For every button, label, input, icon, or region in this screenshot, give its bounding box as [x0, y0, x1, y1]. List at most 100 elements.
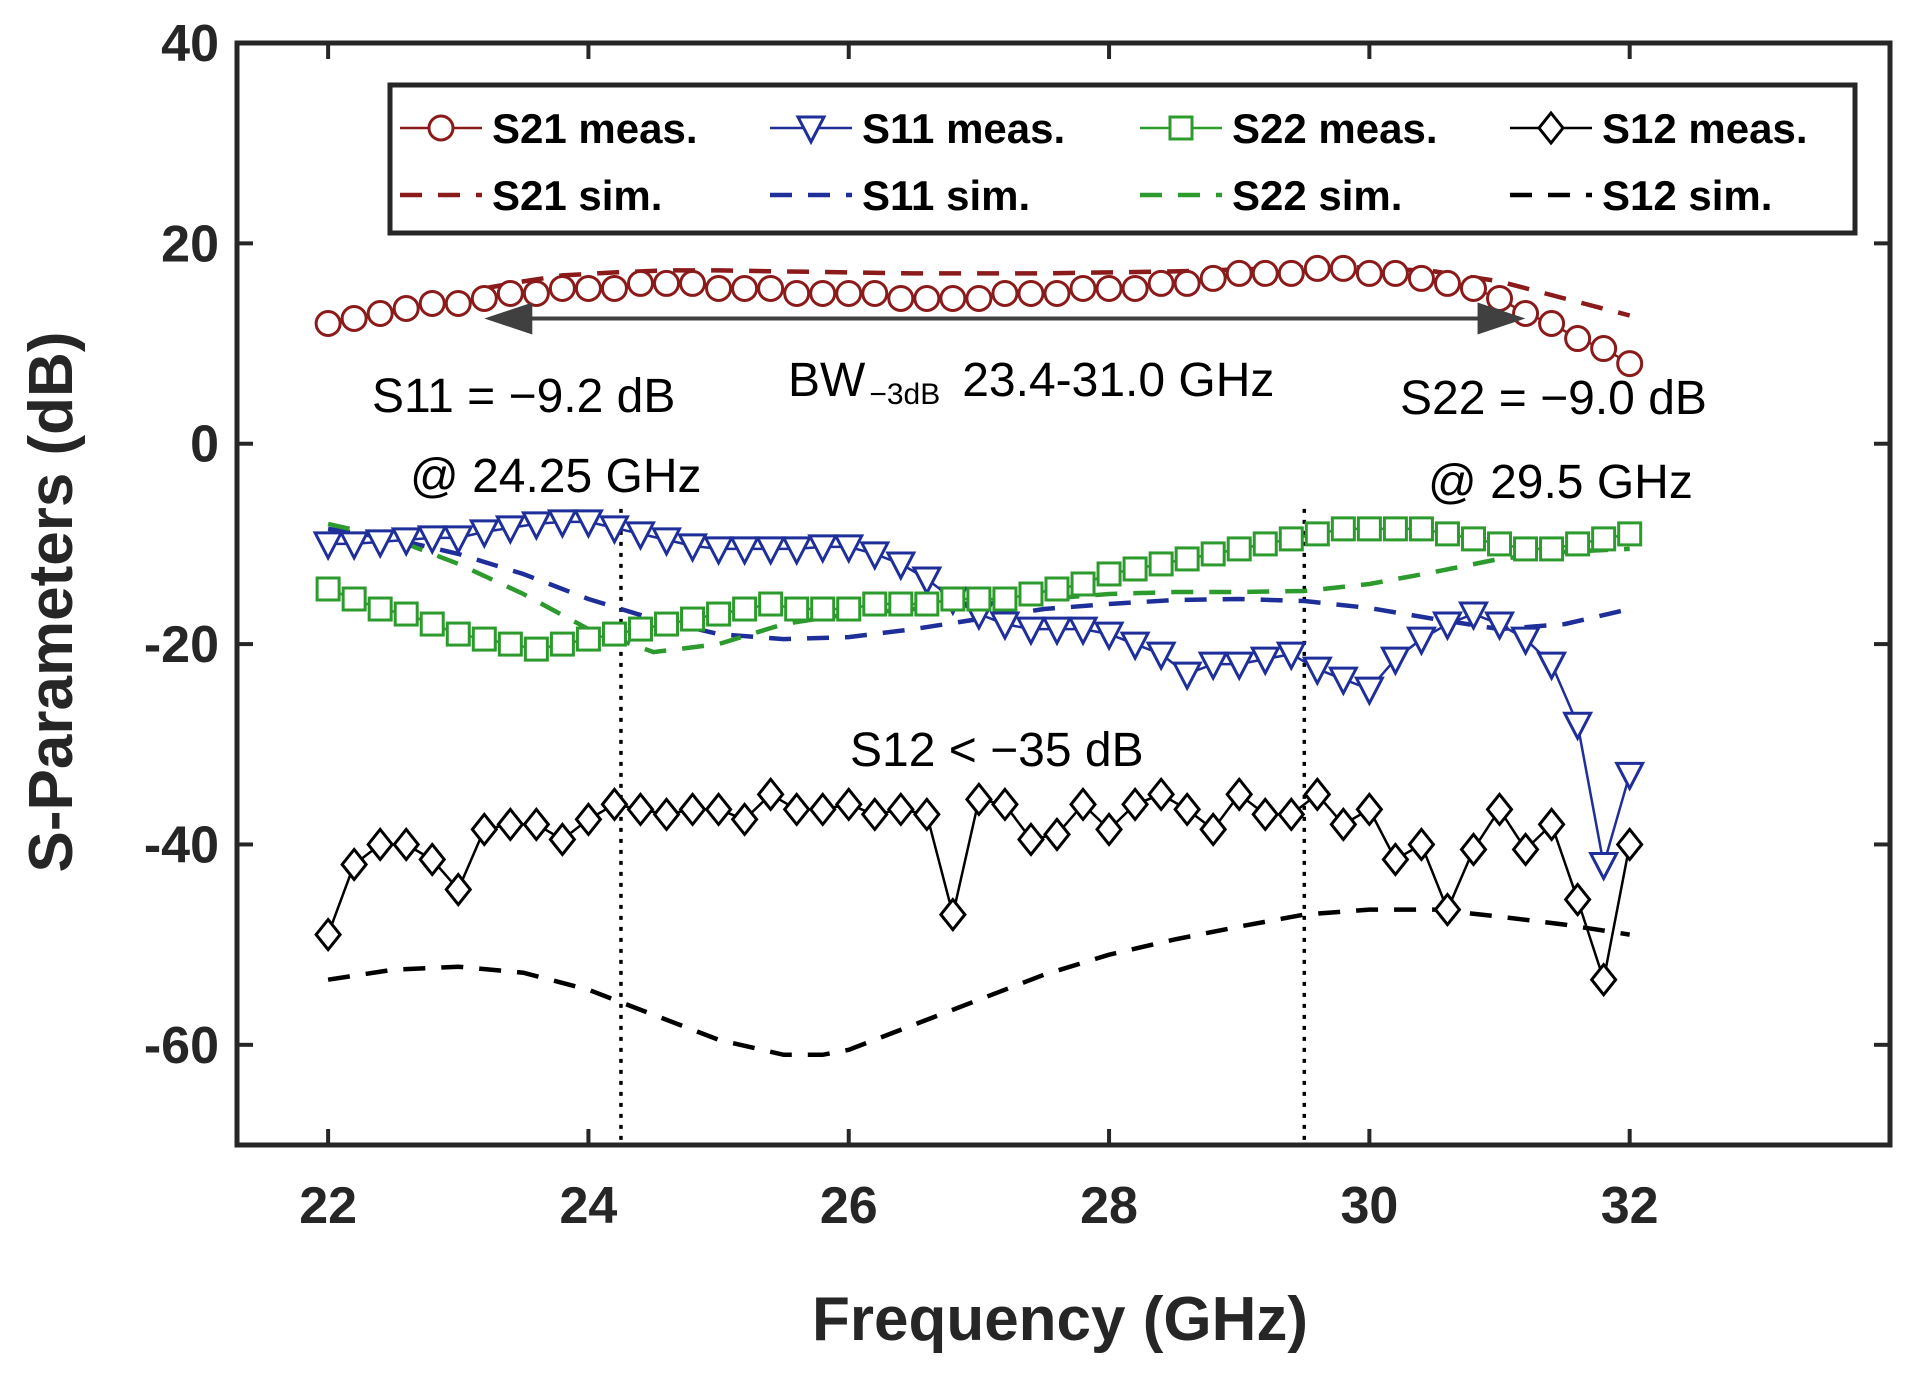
marker-square [1330, 516, 1356, 542]
marker-square [445, 621, 471, 647]
x-tick-labels: 22 24 26 28 30 32 [299, 1177, 1658, 1235]
marker-square [1252, 531, 1278, 557]
marker-diamond [418, 842, 447, 877]
marker-circle [1433, 269, 1461, 297]
marker-square [784, 596, 810, 622]
marker-diamond [522, 807, 551, 842]
marker-square [966, 586, 992, 612]
marker-triangle [572, 509, 604, 540]
marker-square [1565, 531, 1591, 557]
marker-circle [991, 279, 1019, 307]
marker-square [601, 621, 627, 647]
marker-square [1200, 541, 1226, 567]
series-s22-sim [327, 521, 1630, 655]
marker-diamond [834, 786, 863, 822]
bw-range: 23.4-31.0 GHz [962, 354, 1274, 407]
marker-circle [444, 289, 472, 317]
legend-label: S12 meas. [1602, 105, 1808, 152]
marker-triangle [755, 536, 787, 567]
marker-square [940, 586, 966, 612]
marker-diamond [1251, 796, 1280, 832]
marker-triangle [1093, 621, 1125, 652]
marker-circle [496, 279, 524, 307]
marker-square [1174, 546, 1200, 572]
marker-triangle [520, 511, 552, 542]
marker-diamond [600, 786, 629, 822]
series-line-dashed [327, 907, 1631, 1058]
marker-circle [1564, 325, 1592, 353]
marker-circle [340, 305, 368, 332]
marker-diamond [912, 796, 941, 832]
marker-circle [1251, 259, 1279, 287]
legend-entry: S12 sim. [1510, 172, 1772, 219]
marker-diamond [1355, 791, 1384, 827]
marker-diamond [1095, 812, 1123, 847]
y-tick-label: -40 [144, 816, 219, 874]
marker-square [1096, 561, 1122, 587]
marker-circle [314, 310, 342, 338]
series-s22-meas [315, 516, 1643, 662]
marker-square [1591, 526, 1617, 552]
bandwidth-arrow [484, 302, 1526, 335]
legend-entry: S21 sim. [400, 172, 662, 219]
marker-circle [1121, 274, 1149, 302]
marker-diamond [1043, 817, 1071, 852]
series-s11-meas [312, 509, 1646, 882]
marker-diamond [1147, 776, 1176, 812]
marker-diamond [1121, 786, 1150, 822]
marker-circle [1407, 264, 1435, 292]
marker-circle [757, 274, 785, 302]
x-tick-label: 30 [1340, 1177, 1398, 1235]
y-tick-label: -20 [144, 616, 219, 674]
legend-label: S12 sim. [1602, 172, 1772, 219]
marker-circle [470, 284, 498, 312]
plot-frame [234, 40, 1893, 1148]
marker-diamond [1069, 786, 1097, 822]
marker-square [1617, 521, 1643, 547]
marker-triangle [885, 551, 917, 582]
marker-square [1539, 536, 1565, 562]
marker-circle [1486, 284, 1514, 312]
marker-square [341, 586, 367, 612]
legend-label: S11 meas. [862, 105, 1065, 152]
marker-triangle [1197, 651, 1229, 682]
marker-circle [965, 284, 993, 312]
legend-label: S11 sim. [862, 172, 1030, 219]
legend-entry: S12 meas. [1510, 105, 1808, 152]
marker-square [1018, 581, 1044, 607]
marker-triangle [1327, 666, 1359, 697]
marker-triangle [1484, 611, 1515, 642]
marker-circle [887, 284, 915, 312]
marker-triangle [1510, 626, 1542, 657]
marker-square [523, 636, 549, 662]
marker-circle [1459, 274, 1487, 302]
marker-square [1148, 551, 1174, 577]
marker-triangle [1119, 631, 1151, 662]
marker-diamond [730, 802, 759, 837]
marker-circle [1095, 274, 1123, 302]
marker-triangle [1431, 611, 1463, 642]
marker-diamond [652, 796, 681, 832]
marker-square [1168, 115, 1194, 141]
marker-circle [600, 274, 628, 302]
marker-triangle [651, 527, 682, 558]
marker-circle [1616, 350, 1644, 378]
marker-circle [1277, 259, 1305, 287]
marker-circle [913, 284, 941, 312]
marker-square [888, 591, 914, 617]
marker-circle [427, 114, 455, 142]
bw-annotation: BW −3dB 23.4-31.0 GHz [788, 354, 1274, 411]
marker-circle [1043, 279, 1071, 307]
legend-entry: S11 meas. [770, 105, 1065, 152]
marker-circle [1017, 279, 1045, 307]
marker-circle [574, 274, 602, 302]
marker-triangle [546, 509, 578, 540]
marker-diamond [1173, 791, 1202, 827]
y-tick-label: 0 [190, 416, 219, 474]
legend-label: S22 sim. [1232, 172, 1402, 219]
marker-circle [548, 274, 576, 302]
y-axis-title: S-Parameters (dB) [17, 332, 86, 873]
marker-triangle [442, 525, 474, 556]
marker-square [1460, 526, 1486, 552]
